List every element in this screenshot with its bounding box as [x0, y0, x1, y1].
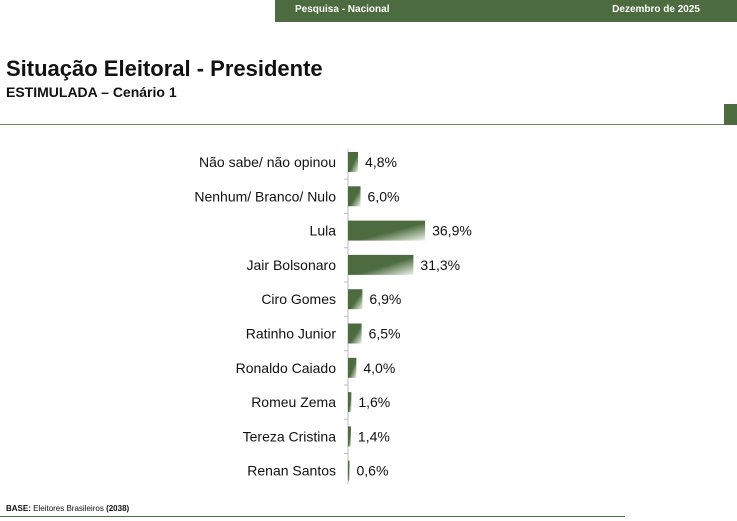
data-label: 31,3%	[420, 257, 460, 273]
base-note: BASE: Eleitores Brasileiros (2038)	[6, 504, 129, 513]
data-label: 6,9%	[369, 291, 401, 307]
data-label: 1,6%	[358, 394, 390, 410]
bar	[348, 254, 414, 275]
bar	[348, 460, 350, 481]
category-label: Ratinho Junior	[246, 326, 337, 342]
bar	[348, 426, 351, 447]
category-label: Jair Bolsonaro	[247, 257, 337, 273]
page-title: Situação Eleitoral - Presidente	[6, 56, 323, 81]
data-label: 0,6%	[357, 463, 389, 479]
data-label: 36,9%	[432, 223, 472, 239]
category-label: Romeu Zema	[251, 394, 336, 410]
data-label: 4,0%	[363, 360, 395, 376]
data-label: 6,5%	[369, 326, 401, 342]
bar	[348, 289, 363, 310]
bar-chart: Não sabe/ não opinou 4,8% Nenhum/ Branco/ …	[194, 148, 472, 484]
survey-scope-label: Pesquisa - Nacional	[295, 4, 390, 15]
bar	[348, 152, 359, 172]
bar	[348, 357, 357, 378]
category-label: Lula	[310, 223, 337, 239]
corner-accent	[724, 104, 737, 125]
page-subtitle: ESTIMULADA – Cenário 1	[6, 84, 177, 100]
bar	[348, 220, 426, 241]
bar	[348, 186, 361, 207]
header-bar: Pesquisa - Nacional Dezembro de 2025	[275, 0, 737, 22]
data-label: 6,0%	[368, 188, 400, 204]
category-label: Ciro Gomes	[261, 291, 336, 307]
bar	[348, 392, 352, 413]
footer-divider	[0, 516, 625, 517]
data-label: 4,8%	[365, 154, 397, 170]
base-label: BASE:	[6, 504, 31, 513]
survey-date-label: Dezembro de 2025	[612, 4, 700, 15]
base-text: Eleitores Brasileiros	[33, 504, 104, 513]
category-label: Renan Santos	[247, 463, 336, 479]
base-count: (2038)	[106, 504, 130, 513]
header-divider	[0, 124, 737, 125]
bar	[348, 323, 362, 344]
category-label: Não sabe/ não opinou	[199, 154, 336, 170]
category-label: Tereza Cristina	[243, 428, 337, 444]
category-label: Nenhum/ Branco/ Nulo	[194, 188, 336, 204]
data-label: 1,4%	[358, 428, 390, 444]
category-label: Ronaldo Caiado	[236, 360, 337, 376]
